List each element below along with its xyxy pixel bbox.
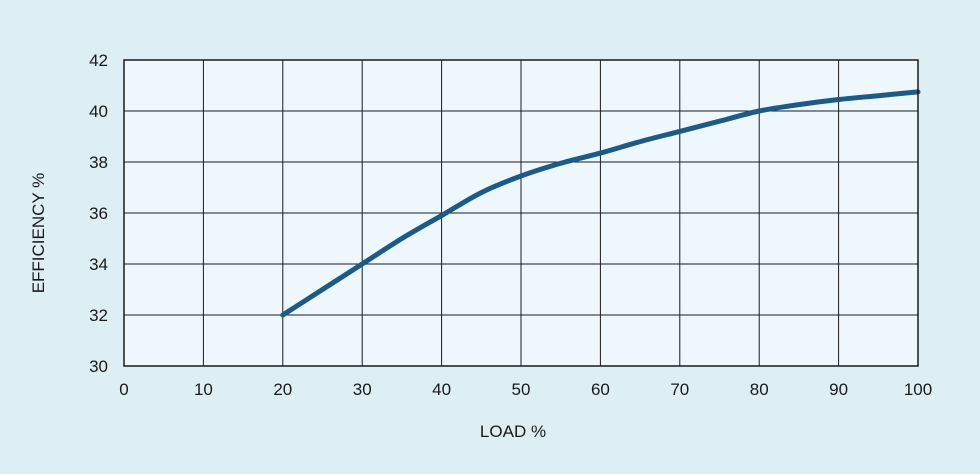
y-tick-label: 40: [89, 102, 108, 121]
series-layer: [280, 89, 921, 318]
y-tick-label: 42: [89, 51, 108, 70]
x-tick-label: 30: [353, 380, 372, 399]
x-tick-label: 10: [194, 380, 213, 399]
y-axis-title: EFFICIENCY %: [29, 173, 48, 294]
x-axis-ticks: 0 10 20 30 40 50 60 70 80 90 100: [119, 380, 932, 399]
x-tick-label: 70: [670, 380, 689, 399]
x-tick-label: 60: [591, 380, 610, 399]
y-tick-label: 32: [89, 306, 108, 325]
y-tick-label: 38: [89, 153, 108, 172]
y-tick-label: 30: [89, 357, 108, 376]
x-tick-label: 20: [273, 380, 292, 399]
x-tick-label: 90: [829, 380, 848, 399]
x-tick-label: 40: [432, 380, 451, 399]
y-axis-ticks: 30 32 34 36 38 40 42: [89, 51, 108, 376]
x-tick-label: 80: [750, 380, 769, 399]
y-tick-label: 36: [89, 204, 108, 223]
series-line-0: [280, 89, 921, 318]
x-tick-label: 50: [512, 380, 531, 399]
plot-border: [123, 59, 919, 367]
x-tick-label: 0: [119, 380, 128, 399]
x-tick-label: 100: [904, 380, 932, 399]
y-tick-label: 34: [89, 255, 108, 274]
x-axis-title: LOAD %: [480, 422, 546, 441]
